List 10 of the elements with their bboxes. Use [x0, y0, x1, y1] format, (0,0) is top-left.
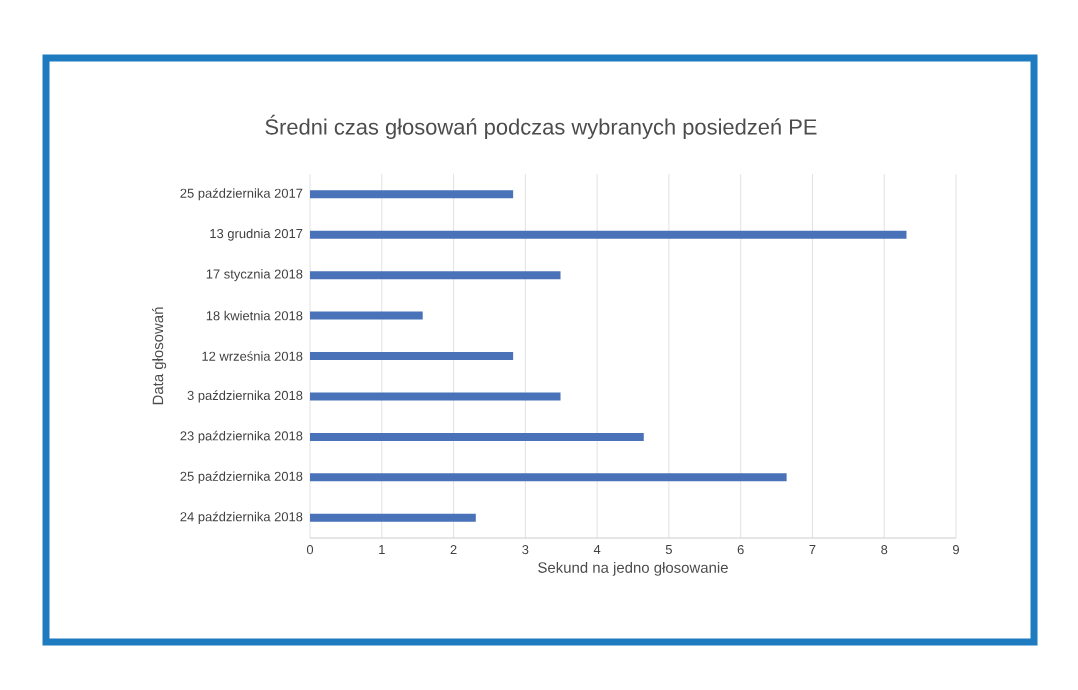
bar: [310, 473, 787, 482]
bar: [310, 311, 423, 320]
bar: [310, 190, 514, 199]
bar: [310, 271, 561, 280]
bar: [310, 352, 514, 361]
bar: [310, 392, 561, 401]
bar: [310, 230, 907, 239]
chart-title: Średni czas głosowań podczas wybranych posiedzeń PE: [265, 114, 817, 139]
bar: [310, 513, 476, 522]
bar: [310, 432, 644, 441]
